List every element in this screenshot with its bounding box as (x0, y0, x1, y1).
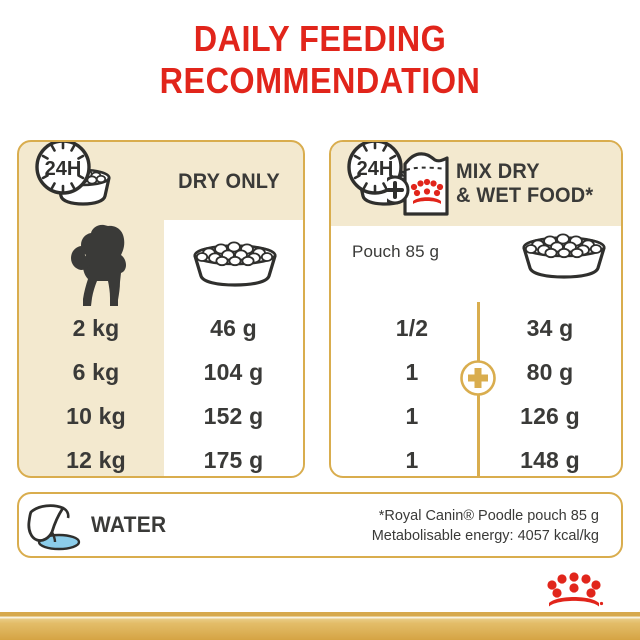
clock-24h-icon: 24H (347, 142, 403, 195)
table-cell-weight: 2 kg (72, 315, 120, 341)
footnote-line-1: *Royal Canin® Poodle pouch 85 g (378, 508, 599, 524)
royal-canin-crown-icon (543, 571, 605, 607)
table-cell-pouch: 1 (405, 359, 419, 385)
footnote: *Royal Canin® Poodle pouch 85 g Metaboli… (372, 506, 599, 546)
title-line-1: DAILY FEEDING (193, 18, 447, 59)
water-jug-icon (25, 500, 87, 552)
footnote-line-2: Metabolisable energy: 4057 kcal/kg (371, 528, 599, 544)
table-cell-weight: 6 kg (72, 359, 120, 385)
table-cell-amount: 175 g (203, 447, 264, 473)
wet-food-pouch-icon (380, 148, 463, 220)
table-cell-amount: 34 g (526, 315, 574, 341)
badge-24h-label: 24H (357, 158, 394, 180)
table-cell-amount: 104 g (203, 359, 264, 385)
water-footnote-bar: WATER *Royal Canin® Poodle pouch 85 g Me… (17, 492, 623, 558)
table-cell-pouch: 1/2 (395, 315, 429, 341)
plus-icon (380, 175, 410, 205)
dog-bowl-icon (187, 234, 283, 288)
mix-amount-column: 34 g 80 g 126 g 148 g (483, 306, 617, 476)
dry-only-heading: DRY ONLY (178, 170, 280, 193)
clock-24h-icon: 24H (35, 142, 91, 195)
mix-dry-wet-panel: 24H MIX DRY & WET FOOD* Pouch 85 (329, 140, 623, 478)
clock-24h-bowl-badge: 24H (21, 142, 125, 210)
table-cell-pouch: 1 (405, 447, 419, 473)
dry-only-panel: 24H DRY ONLY (17, 140, 305, 478)
mix-pouch-count-column: 1/2 1 1 1 (349, 306, 475, 476)
gold-bar-gradient (0, 612, 640, 640)
page-title: DAILY FEEDING RECOMMENDATION (0, 18, 640, 102)
dry-weight-column: 2 kg 6 kg 10 kg 12 kg (33, 306, 159, 476)
table-cell-weight: 10 kg (66, 403, 126, 429)
table-cell-pouch: 1 (405, 403, 419, 429)
water-label: WATER (91, 512, 167, 537)
table-cell-amount: 46 g (210, 315, 257, 341)
pouch-size-label: Pouch 85 g (352, 242, 440, 261)
mix-dry-wet-heading: MIX DRY & WET FOOD* (456, 160, 613, 208)
table-cell-amount: 148 g (520, 447, 580, 473)
mix-heading-line-2: & WET FOOD* (456, 184, 594, 207)
table-cell-amount: 80 g (526, 359, 574, 385)
dry-amount-column: 46 g 104 g 152 g 175 g (166, 306, 301, 476)
badge-24h-label: 24H (45, 158, 82, 180)
plus-circle-icon (459, 359, 497, 397)
royal-canin-crown-icon (410, 178, 444, 204)
table-cell-weight: 12 kg (66, 447, 126, 473)
table-cell-amount: 152 g (203, 403, 264, 429)
title-line-2: RECOMMENDATION (159, 60, 481, 101)
mix-heading-line-1: MIX DRY (456, 160, 540, 183)
poodle-silhouette-icon (61, 222, 139, 308)
dog-bowl-icon (516, 226, 612, 280)
table-cell-amount: 126 g (520, 403, 580, 429)
gold-footer-bar (0, 612, 640, 640)
